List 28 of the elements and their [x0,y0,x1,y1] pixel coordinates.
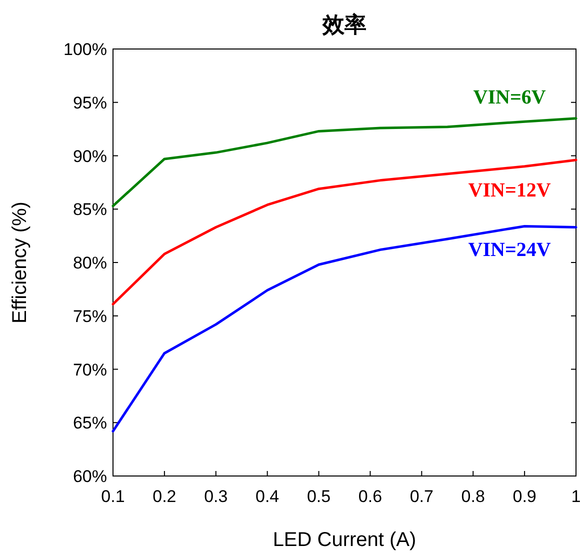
y-tick-label: 85% [72,200,107,220]
y-tick-label: 100% [64,40,107,59]
line-series [112,117,578,208]
series-label: VIN=24V [468,239,552,262]
x-tick-label: 0.9 [512,487,536,506]
y-tick-label: 90% [72,146,107,166]
y-tick-label: 80% [72,254,107,272]
y-tick-label: 65% [72,414,107,433]
x-tick-label: 0.6 [358,487,382,506]
chart-title: 效率 [322,12,366,37]
y-tick-label: 60% [72,467,107,486]
x-tick-label: 0.3 [204,487,228,506]
line-series [112,224,578,432]
x-tick-label: 0.5 [306,487,331,506]
series-label: VIN=6V [473,86,546,109]
x-tick-label: 0.7 [410,487,434,506]
y-tick-label: 75% [72,306,107,326]
y-tick-label: 70% [72,360,107,380]
x-tick-label: 0.4 [256,487,280,506]
x-tick-label: 0.2 [152,487,176,506]
line-series [112,158,578,306]
y-axis-title: Efficiency (%) [9,202,31,324]
series-label: VIN=12V [468,179,552,202]
x-tick-label: 0.8 [461,487,485,506]
x-tick-label: 1 [571,487,580,506]
x-tick-label: 0.1 [101,487,125,506]
x-axis-title: LED Current (A) [272,529,416,551]
y-tick-label: 95% [72,93,107,112]
